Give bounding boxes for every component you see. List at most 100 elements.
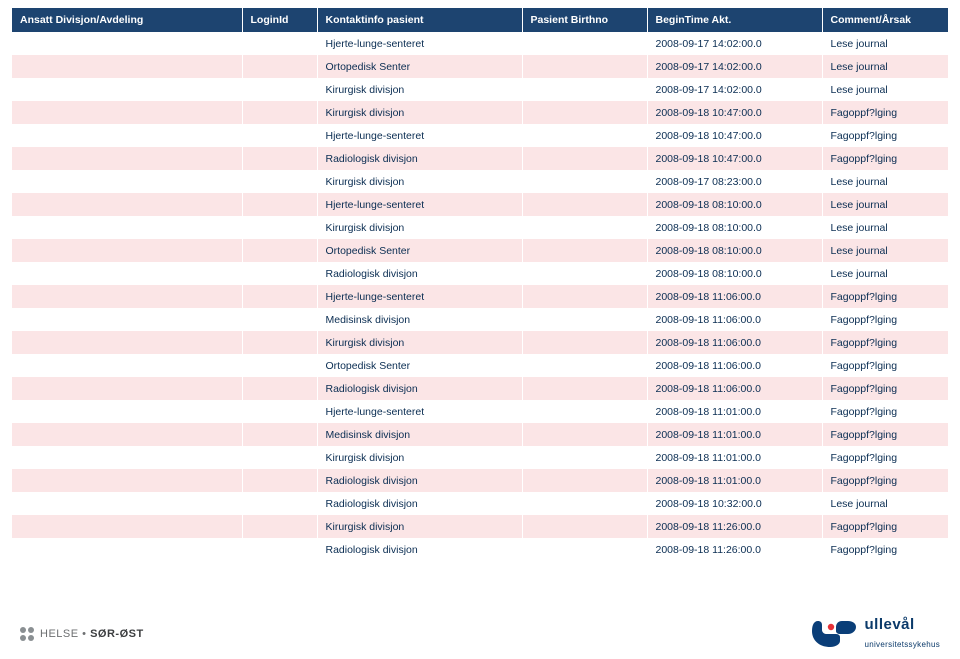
cell-ansatt: [12, 446, 242, 469]
cell-kontakt: Ortopedisk Senter: [317, 354, 522, 377]
cell-begin: 2008-09-18 10:47:00.0: [647, 147, 822, 170]
table-row: Hjerte-lunge-senteret2008-09-18 08:10:00…: [12, 193, 948, 216]
table-row: Radiologisk divisjon2008-09-18 08:10:00.…: [12, 262, 948, 285]
cell-ansatt: [12, 538, 242, 561]
cell-login: [242, 308, 317, 331]
cell-kontakt: Hjerte-lunge-senteret: [317, 32, 522, 55]
cell-ansatt: [12, 101, 242, 124]
cell-birthno: [522, 124, 647, 147]
table-row: Hjerte-lunge-senteret 2008-09-17 14:02:00…: [12, 32, 948, 55]
cell-login: [242, 216, 317, 239]
footer-logo-left: HELSE • SØR-ØST: [20, 627, 144, 641]
cell-birthno: [522, 101, 647, 124]
cell-comment: Fagoppf?lging: [822, 377, 948, 400]
cell-birthno: [522, 377, 647, 400]
table-row: Kirurgisk divisjon2008-09-18 10:47:00.0F…: [12, 101, 948, 124]
cell-birthno: [522, 32, 647, 55]
cell-comment: Fagoppf?lging: [822, 515, 948, 538]
table-row: Hjerte-lunge-senteret2008-09-18 10:47:00…: [12, 124, 948, 147]
cell-comment: Fagoppf?lging: [822, 147, 948, 170]
cell-birthno: [522, 78, 647, 101]
footer-logo-right: ullevål universitetssykehus: [812, 616, 940, 652]
cell-begin: 2008-09-18 11:06:00.0: [647, 331, 822, 354]
cell-birthno: [522, 331, 647, 354]
footer-left-dot: •: [82, 628, 86, 640]
footer-left-suffix: SØR-ØST: [90, 628, 144, 640]
col-header-kontakt: Kontaktinfo pasient: [317, 8, 522, 32]
cell-kontakt: Hjerte-lunge-senteret: [317, 400, 522, 423]
cell-birthno: [522, 423, 647, 446]
report-table-container: Ansatt Divisjon/Avdeling LoginId Kontakt…: [0, 0, 960, 561]
cell-login: [242, 469, 317, 492]
cell-birthno: [522, 285, 647, 308]
cell-login: [242, 331, 317, 354]
footer-right-text: ullevål universitetssykehus: [864, 616, 940, 652]
cell-begin: 2008-09-17 14:02:00.0: [647, 32, 822, 55]
cell-login: [242, 515, 317, 538]
table-header: Ansatt Divisjon/Avdeling LoginId Kontakt…: [12, 8, 948, 32]
table-row: Ortopedisk Senter2008-09-18 11:06:00.0Fa…: [12, 354, 948, 377]
helse-dots-icon: [20, 627, 34, 641]
cell-comment: Lese journal: [822, 239, 948, 262]
cell-ansatt: [12, 78, 242, 101]
cell-comment: Lese journal: [822, 55, 948, 78]
cell-kontakt: Radiologisk divisjon: [317, 492, 522, 515]
cell-begin: 2008-09-18 11:06:00.0: [647, 285, 822, 308]
cell-login: [242, 538, 317, 561]
cell-kontakt: Kirurgisk divisjon: [317, 216, 522, 239]
cell-begin: 2008-09-17 14:02:00.0: [647, 78, 822, 101]
cell-login: [242, 400, 317, 423]
cell-kontakt: Kirurgisk divisjon: [317, 446, 522, 469]
cell-begin: 2008-09-18 10:47:00.0: [647, 101, 822, 124]
cell-comment: Lese journal: [822, 262, 948, 285]
cell-birthno: [522, 216, 647, 239]
cell-begin: 2008-09-18 08:10:00.0: [647, 216, 822, 239]
cell-ansatt: [12, 32, 242, 55]
col-header-login: LoginId: [242, 8, 317, 32]
cell-ansatt: [12, 147, 242, 170]
footer-left-prefix: HELSE: [40, 628, 79, 640]
cell-comment: Fagoppf?lging: [822, 331, 948, 354]
cell-comment: Lese journal: [822, 492, 948, 515]
cell-login: [242, 262, 317, 285]
cell-begin: 2008-09-18 11:01:00.0: [647, 469, 822, 492]
cell-comment: Fagoppf?lging: [822, 354, 948, 377]
cell-login: [242, 423, 317, 446]
cell-ansatt: [12, 331, 242, 354]
cell-login: [242, 285, 317, 308]
cell-birthno: [522, 262, 647, 285]
cell-begin: 2008-09-18 11:26:00.0: [647, 538, 822, 561]
cell-comment: Fagoppf?lging: [822, 423, 948, 446]
cell-birthno: [522, 55, 647, 78]
cell-comment: Lese journal: [822, 216, 948, 239]
footer-right-brand: ullevål: [864, 616, 914, 633]
table-row: Ortopedisk Senter2008-09-18 08:10:00.0Le…: [12, 239, 948, 262]
col-header-comment: Comment/Årsak: [822, 8, 948, 32]
cell-kontakt: Radiologisk divisjon: [317, 538, 522, 561]
cell-birthno: [522, 193, 647, 216]
cell-begin: 2008-09-17 14:02:00.0: [647, 55, 822, 78]
cell-begin: 2008-09-17 08:23:00.0: [647, 170, 822, 193]
cell-begin: 2008-09-18 11:01:00.0: [647, 423, 822, 446]
table-row: Ortopedisk Senter2008-09-17 14:02:00.0Le…: [12, 55, 948, 78]
cell-begin: 2008-09-18 11:01:00.0: [647, 446, 822, 469]
cell-begin: 2008-09-18 08:10:00.0: [647, 193, 822, 216]
cell-login: [242, 239, 317, 262]
table-row: Medisinsk divisjon 2008-09-18 11:01:00.0F…: [12, 423, 948, 446]
cell-begin: 2008-09-18 11:06:00.0: [647, 308, 822, 331]
cell-ansatt: [12, 285, 242, 308]
cell-kontakt: Radiologisk divisjon: [317, 469, 522, 492]
cell-comment: Lese journal: [822, 78, 948, 101]
cell-login: [242, 377, 317, 400]
cell-kontakt: Medisinsk divisjon: [317, 423, 522, 446]
cell-ansatt: [12, 515, 242, 538]
cell-birthno: [522, 492, 647, 515]
table-row: Kirurgisk divisjon2008-09-18 11:01:00.0F…: [12, 446, 948, 469]
cell-kontakt: Kirurgisk divisjon: [317, 170, 522, 193]
cell-ansatt: [12, 400, 242, 423]
cell-login: [242, 32, 317, 55]
table-row: Kirurgisk divisjon2008-09-17 14:02:00.0L…: [12, 78, 948, 101]
cell-login: [242, 147, 317, 170]
table-body: Hjerte-lunge-senteret 2008-09-17 14:02:00…: [12, 32, 948, 561]
cell-ansatt: [12, 308, 242, 331]
